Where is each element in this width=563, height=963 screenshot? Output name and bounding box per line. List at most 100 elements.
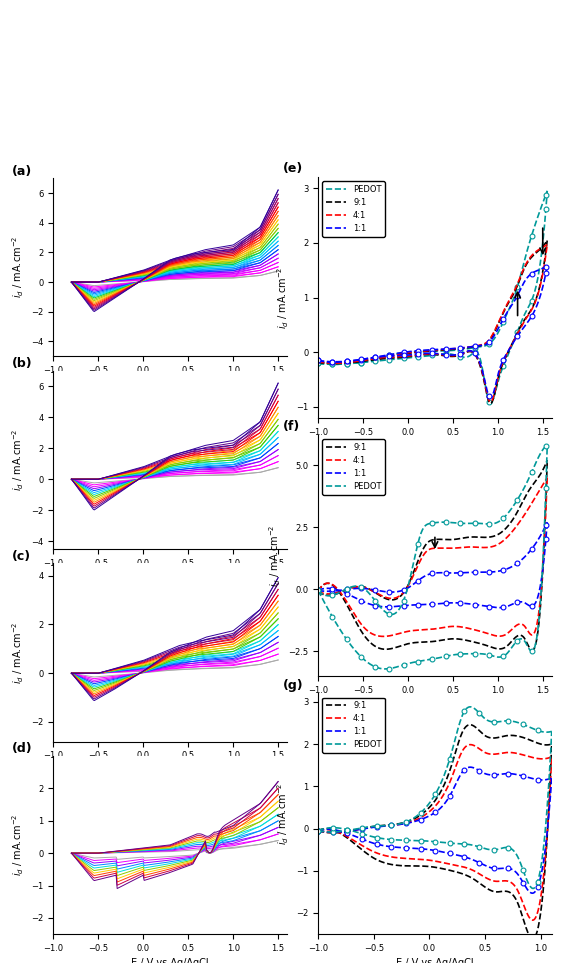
PEDOT	[331, 358, 338, 370]
9:1	[315, 586, 321, 597]
4:1	[503, 533, 510, 544]
1:1	[315, 354, 321, 366]
9:1	[439, 534, 446, 545]
Line: PEDOT: PEDOT	[318, 191, 547, 364]
9:1	[539, 465, 546, 477]
PEDOT	[343, 824, 350, 836]
1:1	[462, 763, 469, 774]
9:1	[466, 719, 473, 731]
PEDOT	[424, 346, 431, 357]
1:1	[426, 568, 432, 580]
1:1	[544, 516, 551, 528]
4:1	[548, 751, 555, 763]
9:1	[439, 345, 446, 356]
4:1	[315, 586, 321, 597]
4:1	[439, 542, 446, 554]
PEDOT	[439, 345, 446, 356]
9:1	[391, 819, 398, 830]
1:1	[343, 825, 350, 837]
PEDOT	[503, 309, 510, 321]
X-axis label: E / V vs Ag/AgCl: E / V vs Ag/AgCl	[132, 380, 209, 391]
1:1	[424, 569, 431, 581]
PEDOT	[467, 701, 473, 713]
9:1	[329, 827, 336, 839]
1:1	[467, 762, 473, 773]
Legend: PEDOT, 9:1, 4:1, 1:1: PEDOT, 9:1, 4:1, 1:1	[322, 181, 385, 237]
1:1	[391, 820, 398, 831]
Line: 4:1: 4:1	[318, 245, 547, 363]
9:1	[486, 732, 493, 743]
1:1	[539, 527, 546, 538]
9:1	[503, 522, 510, 534]
4:1	[485, 748, 491, 760]
PEDOT	[503, 509, 510, 521]
4:1	[452, 343, 458, 354]
4:1	[452, 542, 458, 554]
4:1	[331, 357, 338, 369]
PEDOT	[548, 725, 555, 737]
1:1	[452, 343, 458, 354]
PEDOT	[452, 345, 458, 356]
1:1	[452, 567, 458, 579]
9:1	[452, 534, 458, 545]
Y-axis label: $i_d$ / mA.cm$^{-2}$: $i_d$ / mA.cm$^{-2}$	[275, 267, 291, 328]
1:1	[486, 768, 493, 780]
1:1	[408, 817, 414, 828]
PEDOT	[388, 609, 395, 620]
9:1	[485, 731, 491, 742]
9:1	[331, 357, 338, 369]
9:1	[544, 234, 551, 246]
PEDOT	[539, 198, 546, 210]
1:1	[439, 344, 446, 355]
1:1	[426, 344, 432, 355]
PEDOT	[424, 518, 431, 530]
Text: (a): (a)	[11, 165, 32, 177]
PEDOT	[391, 819, 398, 830]
X-axis label: E / V vs Ag/AgCl: E / V vs Ag/AgCl	[396, 958, 473, 963]
4:1	[544, 472, 551, 483]
Line: 9:1: 9:1	[318, 460, 547, 600]
X-axis label: E / V vs Ag/AgCl: E / V vs Ag/AgCl	[396, 700, 473, 711]
PEDOT	[328, 826, 334, 838]
PEDOT	[485, 715, 491, 726]
PEDOT	[544, 439, 551, 451]
4:1	[329, 827, 336, 839]
Y-axis label: $i_d$ / mA.cm$^{-2}$: $i_d$ / mA.cm$^{-2}$	[10, 814, 26, 876]
4:1	[462, 741, 469, 752]
9:1	[452, 344, 458, 355]
Y-axis label: $i_d$ / mA.cm$^{-2}$: $i_d$ / mA.cm$^{-2}$	[275, 783, 291, 845]
X-axis label: E / V vs Ag/AgCl: E / V vs Ag/AgCl	[132, 958, 209, 963]
9:1	[388, 594, 395, 606]
4:1	[439, 344, 446, 355]
4:1	[544, 239, 551, 250]
9:1	[548, 739, 555, 750]
4:1	[315, 825, 321, 837]
9:1	[426, 535, 432, 547]
Text: (g): (g)	[283, 679, 303, 691]
PEDOT	[544, 185, 551, 196]
4:1	[391, 820, 398, 831]
4:1	[343, 825, 350, 837]
4:1	[408, 816, 414, 827]
Legend: 9:1, 4:1, 1:1, PEDOT: 9:1, 4:1, 1:1, PEDOT	[322, 439, 385, 495]
4:1	[467, 739, 473, 750]
Text: (b): (b)	[11, 357, 32, 370]
Y-axis label: $i_d$ / mA.cm$^{-2}$: $i_d$ / mA.cm$^{-2}$	[10, 621, 26, 684]
4:1	[503, 299, 510, 311]
4:1	[315, 355, 321, 367]
4:1	[388, 592, 395, 604]
PEDOT	[315, 357, 321, 369]
9:1	[343, 825, 350, 837]
PEDOT	[426, 346, 432, 357]
1:1	[485, 768, 491, 780]
9:1	[315, 825, 321, 837]
1:1	[330, 826, 337, 838]
1:1	[388, 586, 395, 598]
4:1	[424, 345, 431, 356]
1:1	[503, 563, 510, 575]
Text: (f): (f)	[283, 421, 300, 433]
4:1	[539, 242, 546, 253]
Line: PEDOT: PEDOT	[318, 445, 547, 614]
PEDOT	[486, 716, 493, 727]
Line: 9:1: 9:1	[318, 725, 552, 833]
